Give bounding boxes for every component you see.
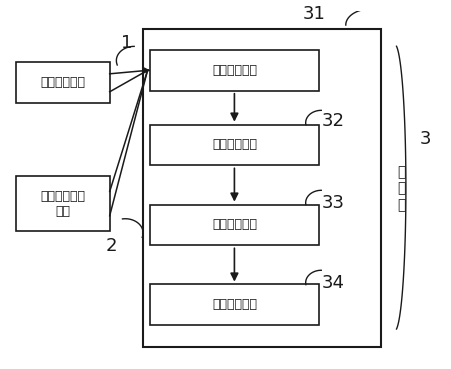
Text: 第一存储模块: 第一存储模块 [212,218,257,231]
Text: 处
理
器: 处 理 器 [397,165,405,212]
Bar [150,125,319,165]
Bar [16,62,110,103]
Text: 3: 3 [419,130,431,148]
Text: 第一积分模块: 第一积分模块 [212,138,257,152]
Text: 剩余电流采集
装置: 剩余电流采集 装置 [41,190,85,218]
Bar [150,50,319,91]
Text: 34: 34 [321,274,344,292]
Text: 33: 33 [321,194,344,212]
Bar [143,29,382,347]
Text: 第一处理模块: 第一处理模块 [212,299,257,311]
Bar [16,176,110,231]
Bar [150,284,319,325]
Text: 第一计算模块: 第一计算模块 [212,64,257,77]
Bar [150,204,319,245]
Text: 1: 1 [121,34,132,52]
Text: 电压采集装置: 电压采集装置 [41,76,85,89]
Text: 32: 32 [321,112,344,130]
Text: 31: 31 [303,5,326,23]
Text: 2: 2 [105,237,117,255]
